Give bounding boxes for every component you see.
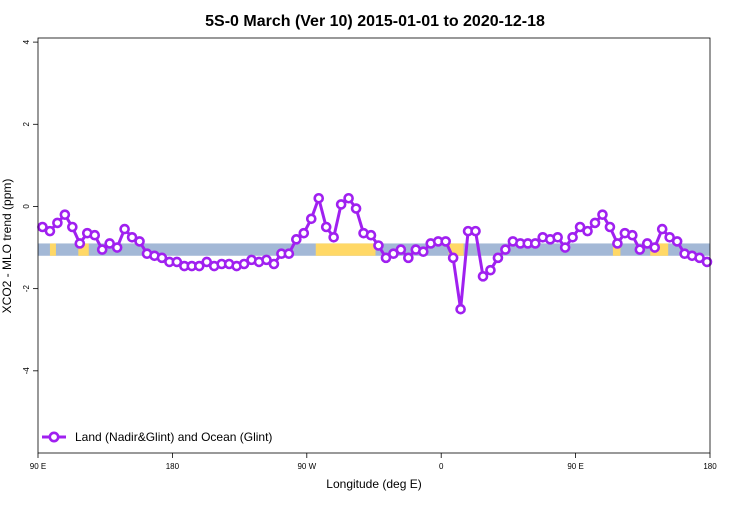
x-axis: 90 E 180 90 W 0 90 E 180	[30, 453, 717, 471]
data-point	[492, 252, 504, 264]
x-tick-label: 180	[166, 462, 180, 471]
data-point	[664, 231, 675, 243]
data-point	[641, 238, 653, 249]
data-point	[291, 234, 302, 245]
series-layer	[37, 192, 713, 315]
data-point	[529, 238, 541, 249]
data-point	[649, 242, 661, 253]
data-point	[261, 254, 272, 266]
data-point	[627, 229, 638, 241]
data-point	[701, 256, 713, 268]
data-point	[298, 227, 310, 239]
data-point	[500, 244, 511, 255]
data-point	[671, 236, 683, 247]
legend-label: Land (Nadir&Glint) and Ocean (Glint)	[75, 430, 272, 444]
data-point	[589, 217, 601, 229]
x-tick-label: 180	[703, 462, 717, 471]
data-point	[201, 256, 213, 268]
data-point	[67, 221, 78, 233]
plot-frame	[37, 37, 711, 454]
data-point	[373, 240, 384, 251]
data-point	[171, 256, 183, 268]
y-tick-label: -4	[22, 367, 31, 375]
data-point	[604, 221, 616, 233]
data-point	[380, 252, 392, 264]
data-point	[335, 199, 347, 210]
data-point	[313, 192, 325, 204]
x-tick-label: 90 E	[30, 462, 46, 471]
x-tick-label: 90 E	[567, 462, 583, 471]
data-point	[470, 225, 481, 237]
legend-marker	[48, 431, 60, 443]
data-point	[612, 238, 623, 249]
data-point	[59, 209, 71, 220]
land-segment	[49, 243, 56, 256]
legend: Land (Nadir&Glint) and Ocean (Glint)	[42, 430, 272, 444]
data-point	[156, 252, 168, 264]
y-tick-label: -2	[22, 285, 31, 293]
chart-title: 5S-0 March (Ver 10) 2015-01-01 to 2020-1…	[205, 13, 545, 30]
data-point	[403, 252, 414, 264]
data-point	[283, 248, 295, 260]
data-point	[350, 203, 362, 214]
data-point	[134, 236, 145, 247]
y-tick-label: 0	[22, 204, 31, 209]
data-point	[104, 238, 115, 249]
data-point	[485, 264, 496, 276]
data-point	[417, 246, 429, 257]
data-point	[89, 229, 101, 241]
data-point	[268, 258, 280, 270]
data-point	[343, 192, 354, 204]
data-point	[320, 221, 332, 233]
data-point	[477, 271, 489, 282]
land-segment	[315, 243, 376, 256]
data-point	[656, 223, 668, 235]
data-point	[694, 252, 705, 264]
data-point	[328, 231, 339, 243]
x-axis-label: Longitude (deg E)	[326, 477, 421, 491]
data-point	[447, 252, 459, 264]
data-point	[582, 225, 593, 237]
data-point	[37, 221, 48, 233]
data-point	[574, 221, 586, 233]
x-tick-label: 90 W	[297, 462, 316, 471]
data-point	[634, 244, 646, 255]
data-point	[193, 260, 205, 272]
data-point	[455, 303, 466, 315]
data-point	[52, 217, 63, 229]
data-point	[126, 231, 138, 243]
y-tick-label: 2	[22, 122, 31, 127]
data-point	[365, 229, 377, 241]
land-segment	[612, 243, 621, 256]
y-axis: 4 2 0 -2 -4	[22, 39, 38, 374]
y-axis-label: XCO2 - MLO trend (ppm)	[0, 179, 14, 314]
data-point	[111, 242, 123, 253]
data-point	[559, 242, 571, 253]
data-point	[74, 238, 86, 249]
data-point	[388, 248, 399, 260]
data-point	[305, 213, 317, 225]
data-point	[96, 244, 108, 255]
data-point	[567, 231, 578, 243]
data-point	[119, 223, 130, 235]
data-point	[597, 209, 608, 220]
land-segment	[78, 243, 89, 256]
y-tick-label: 4	[22, 39, 31, 44]
data-point	[238, 258, 250, 270]
data-point	[440, 236, 451, 247]
data-point	[44, 225, 56, 237]
data-point	[395, 244, 407, 255]
x-tick-label: 0	[439, 462, 444, 471]
data-point	[552, 231, 563, 243]
